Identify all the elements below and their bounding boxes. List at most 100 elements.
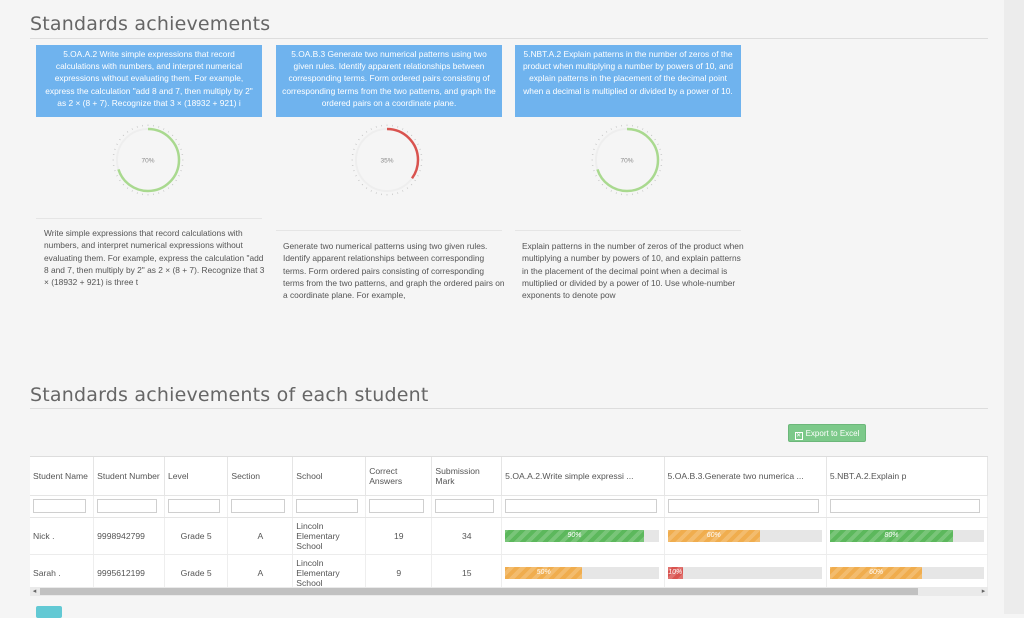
filter-cell [94, 495, 165, 517]
gauge-tick [123, 184, 124, 185]
filter-cell [502, 495, 664, 517]
gauge-tick [606, 131, 607, 132]
column-header-standard-2[interactable]: 5.OA.B.3.Generate two numerica ... [664, 457, 826, 495]
gauge-tick [606, 188, 607, 189]
gauge-tick [163, 128, 164, 129]
progress-bar-fill: 60% [668, 530, 760, 542]
column-header-standard-1[interactable]: 5.OA.A.2.Write simple expressi ... [502, 457, 664, 495]
gauge-tick [415, 180, 416, 181]
table-row[interactable]: Nick . 9998942799 Grade 5 A Lincoln Elem… [30, 517, 988, 554]
filter-student-number-input[interactable] [97, 499, 157, 513]
cell-school: Lincoln Elementary School [293, 554, 366, 587]
gauge-tick [402, 190, 403, 191]
gauge-tick [163, 190, 164, 191]
cell-correct-answers: 9 [366, 554, 432, 587]
cell-section: A [228, 517, 293, 554]
gauge-tick [655, 180, 656, 181]
horizontal-scrollbar[interactable]: ◂ ▸ [30, 587, 988, 596]
gauge-tick [417, 175, 418, 176]
filter-row [30, 495, 988, 517]
gauge-tick [602, 135, 603, 136]
gauge-tick [358, 180, 359, 181]
gauge-tick [647, 188, 648, 189]
table-row[interactable]: Sarah . 9995612199 Grade 5 A Lincoln Ele… [30, 554, 988, 587]
gauge-tick [602, 184, 603, 185]
cell-submission-mark: 15 [432, 554, 502, 587]
gauge-tick [415, 139, 416, 140]
filter-correct-answers-input[interactable] [369, 499, 424, 513]
gauge-tick [651, 135, 652, 136]
right-gutter [1004, 0, 1024, 614]
column-header-level[interactable]: Level [164, 457, 227, 495]
cell-standard-2: 10% [664, 554, 826, 587]
gauge-tick [598, 180, 599, 181]
progress-gauge-2: 35% [351, 124, 423, 196]
cell-student-name: Sarah . [30, 554, 94, 587]
export-label: Export to Excel [806, 429, 860, 438]
gauge-tick [176, 180, 177, 181]
filter-cell [164, 495, 227, 517]
progress-bar-fill: 50% [505, 567, 582, 579]
cell-standard-2: 60% [664, 517, 826, 554]
cell-standard-1: 50% [502, 554, 664, 587]
gauge-tick [168, 188, 169, 189]
column-header-student-name[interactable]: Student Name [30, 457, 94, 495]
filter-standard-3-input[interactable] [830, 499, 980, 513]
scroll-right-arrow-icon[interactable]: ▸ [979, 587, 988, 596]
gauge-tick [358, 139, 359, 140]
column-header-submission-mark[interactable]: Submission Mark [432, 457, 502, 495]
filter-section-input[interactable] [231, 499, 285, 513]
cell-standard-1: 90% [502, 517, 664, 554]
cell-standard-3: 60% [826, 554, 987, 587]
gauge-tick [176, 139, 177, 140]
cell-submission-mark: 34 [432, 517, 502, 554]
gauge-tick [657, 175, 658, 176]
cell-student-name: Nick . [30, 517, 94, 554]
gauge-tick [642, 128, 643, 129]
progress-bar: 90% [505, 530, 659, 542]
students-table-grid: Student Name Student Number Level Sectio… [30, 457, 988, 587]
cell-student-number: 9998942799 [94, 517, 165, 554]
gauge-tick [407, 131, 408, 132]
filter-level-input[interactable] [168, 499, 220, 513]
filter-student-name-input[interactable] [33, 499, 86, 513]
column-header-school[interactable]: School [293, 457, 366, 495]
bottom-action-button[interactable] [36, 606, 62, 618]
gauge-tick [647, 131, 648, 132]
scroll-left-arrow-icon[interactable]: ◂ [30, 587, 39, 596]
gauge-tick [611, 190, 612, 191]
cell-level: Grade 5 [164, 554, 227, 587]
gauge-tick [119, 180, 120, 181]
export-to-excel-button[interactable]: ✕Export to Excel [788, 424, 866, 442]
gauge-tick [127, 188, 128, 189]
gauge-tick [168, 131, 169, 132]
progress-bar: 80% [830, 530, 984, 542]
filter-standard-2-input[interactable] [668, 499, 819, 513]
gauge-tick [132, 128, 133, 129]
filter-cell [432, 495, 502, 517]
column-header-correct-answers[interactable]: Correct Answers [366, 457, 432, 495]
filter-standard-1-input[interactable] [505, 499, 656, 513]
filter-cell [228, 495, 293, 517]
scrollbar-thumb[interactable] [40, 588, 918, 595]
standard-description-1: Write simple expressions that record cal… [44, 227, 266, 288]
gauge-tick [116, 144, 117, 145]
filter-school-input[interactable] [296, 499, 358, 513]
gauge-tick [371, 128, 372, 129]
progress-gauge-1: 70% [112, 124, 184, 196]
cell-standard-3: 80% [826, 517, 987, 554]
gauge-tick [172, 184, 173, 185]
section-divider [30, 408, 988, 409]
gauge-tick [366, 188, 367, 189]
column-header-standard-3[interactable]: 5.NBT.A.2.Explain p [826, 457, 987, 495]
gauge-percent-label: 35% [380, 158, 393, 165]
progress-bar: 60% [668, 530, 822, 542]
gauge-tick [657, 144, 658, 145]
column-header-student-number[interactable]: Student Number [94, 457, 165, 495]
gauge-tick [132, 190, 133, 191]
filter-submission-mark-input[interactable] [435, 499, 494, 513]
progress-bar: 50% [505, 567, 659, 579]
column-header-section[interactable]: Section [228, 457, 293, 495]
gauge-percent-label: 70% [141, 158, 154, 165]
